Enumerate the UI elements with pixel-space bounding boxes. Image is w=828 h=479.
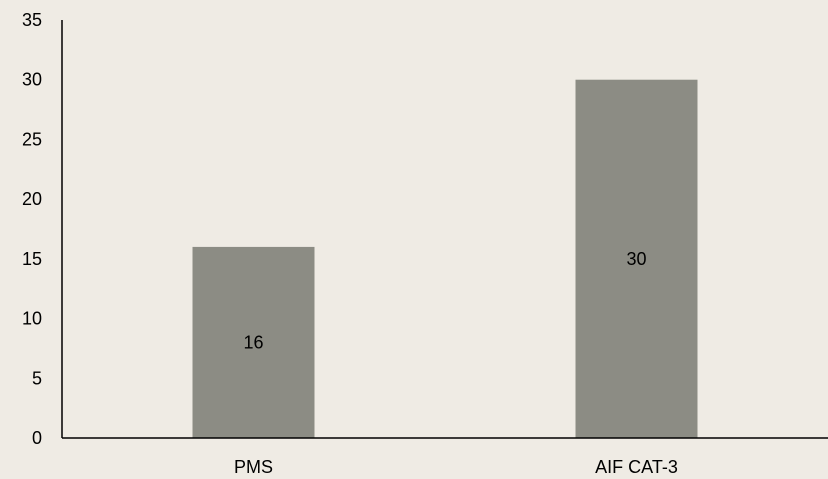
bar-data-label: 30 [626, 249, 646, 269]
y-tick-label: 35 [22, 10, 42, 30]
y-tick-label: 10 [22, 309, 42, 329]
y-tick-label: 25 [22, 129, 42, 149]
bar [575, 79, 698, 438]
y-tick-label: 30 [22, 70, 42, 90]
y-tick-label: 20 [22, 189, 42, 209]
y-axis-ticks: 0 5 10 15 20 25 30 35 [22, 10, 42, 448]
bars-layer [192, 79, 698, 438]
y-tick-label: 5 [32, 368, 42, 388]
x-tick-label: AIF CAT-3 [595, 457, 678, 477]
x-tick-label: PMS [234, 457, 273, 477]
bar [192, 246, 315, 438]
x-axis-ticks: PMS AIF CAT-3 [234, 457, 678, 477]
bar-data-label: 16 [243, 332, 263, 352]
y-tick-label: 15 [22, 249, 42, 269]
y-tick-label: 0 [32, 428, 42, 448]
